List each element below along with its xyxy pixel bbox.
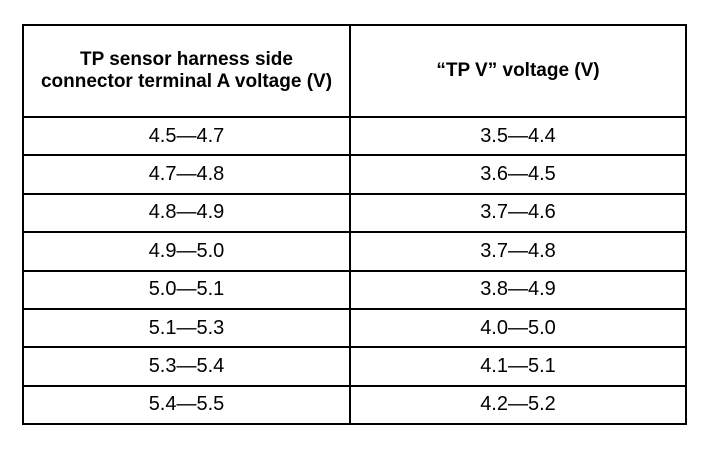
table-row: 5.3—5.4 4.1—5.1 (22, 346, 687, 387)
table-cell: 5.0—5.1 (22, 269, 351, 310)
table-row: 4.5—4.7 3.5—4.4 (22, 115, 687, 157)
table-cell: 3.5—4.4 (349, 115, 687, 157)
table-cell: 4.0—5.0 (349, 307, 687, 349)
table-cell: 3.6—4.5 (349, 154, 687, 195)
table-row: 5.1—5.3 4.0—5.0 (22, 307, 687, 349)
table-cell: 5.1—5.3 (22, 307, 351, 349)
table-row: 4.7—4.8 3.6—4.5 (22, 154, 687, 195)
header-cell: “TP V” voltage (V) (349, 24, 687, 118)
header-row: TP sensor harness side connector termina… (22, 24, 687, 118)
table-row: 4.9—5.0 3.7—4.8 (22, 231, 687, 272)
table-row: 5.4—5.5 4.2—5.2 (22, 384, 687, 426)
table-cell: 4.8—4.9 (22, 192, 351, 234)
table-cell: 4.9—5.0 (22, 231, 351, 272)
table-body: 4.5—4.7 3.5—4.4 4.7—4.8 3.6—4.5 4.8—4.9 3.7—4… (22, 115, 687, 426)
table-cell: 5.4—5.5 (22, 384, 351, 426)
table-cell: 3.7—4.6 (349, 192, 687, 234)
table-cell: 4.1—5.1 (349, 346, 687, 387)
table-row: 5.0—5.1 3.8—4.9 (22, 269, 687, 310)
table-cell: 3.7—4.8 (349, 231, 687, 272)
table-cell: 4.7—4.8 (22, 154, 351, 195)
voltage-table: TP sensor harness side connector termina… (22, 24, 687, 426)
table-cell: 3.8—4.9 (349, 269, 687, 310)
table-cell: 4.2—5.2 (349, 384, 687, 426)
table-cell: 5.3—5.4 (22, 346, 351, 387)
header-cell: TP sensor harness side connector termina… (22, 24, 351, 118)
table-row: 4.8—4.9 3.7—4.6 (22, 192, 687, 234)
table-cell: 4.5—4.7 (22, 115, 351, 157)
table-header: TP sensor harness side connector termina… (22, 24, 687, 118)
